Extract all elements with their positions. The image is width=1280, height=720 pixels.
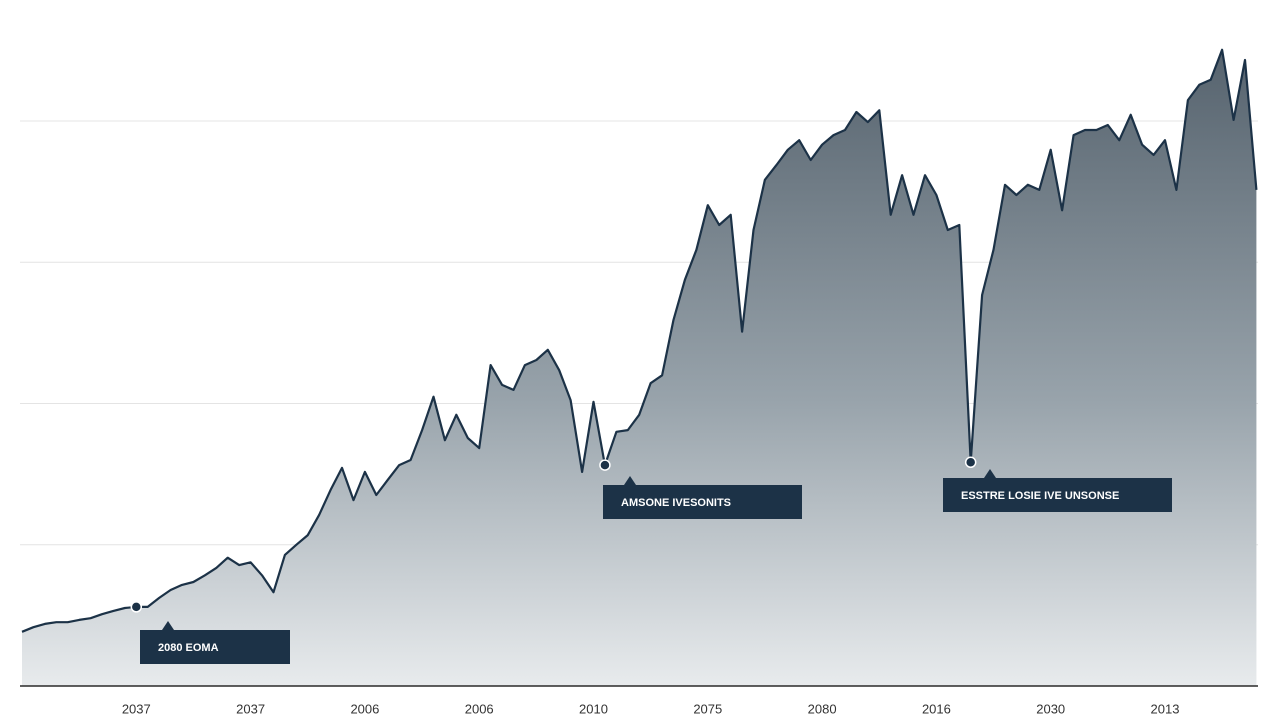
x-tick-label: 2016 [922, 701, 951, 716]
x-tick-label: 2006 [350, 701, 379, 716]
x-tick-label: 2030 [1036, 701, 1065, 716]
marker [599, 459, 611, 471]
x-tick-label: 2037 [236, 701, 265, 716]
x-tick-label: 2080 [808, 701, 837, 716]
marker [130, 601, 143, 613]
callout-box [140, 630, 290, 664]
x-tick-label: 2006 [465, 701, 494, 716]
callout-box [943, 478, 1172, 512]
callout-text: ESSTRE LOSIE IVE UNSONSE [961, 490, 1119, 502]
callout-text: AMSONE IVESONITS [621, 497, 731, 509]
x-tick-label: 2013 [1151, 701, 1180, 716]
callout-pointer [162, 621, 174, 630]
callout-pointer [624, 476, 636, 485]
x-tick-label: 2010 [579, 701, 608, 716]
line [21, 48, 1258, 633]
marker [964, 456, 977, 469]
x-tick-label: 2075 [693, 701, 722, 716]
x-tick-label: 2037 [122, 701, 151, 716]
area [22, 49, 1257, 687]
callout-box [603, 485, 802, 519]
callout-text: 2080 EOMA [158, 642, 219, 654]
callout-pointer [984, 469, 996, 478]
